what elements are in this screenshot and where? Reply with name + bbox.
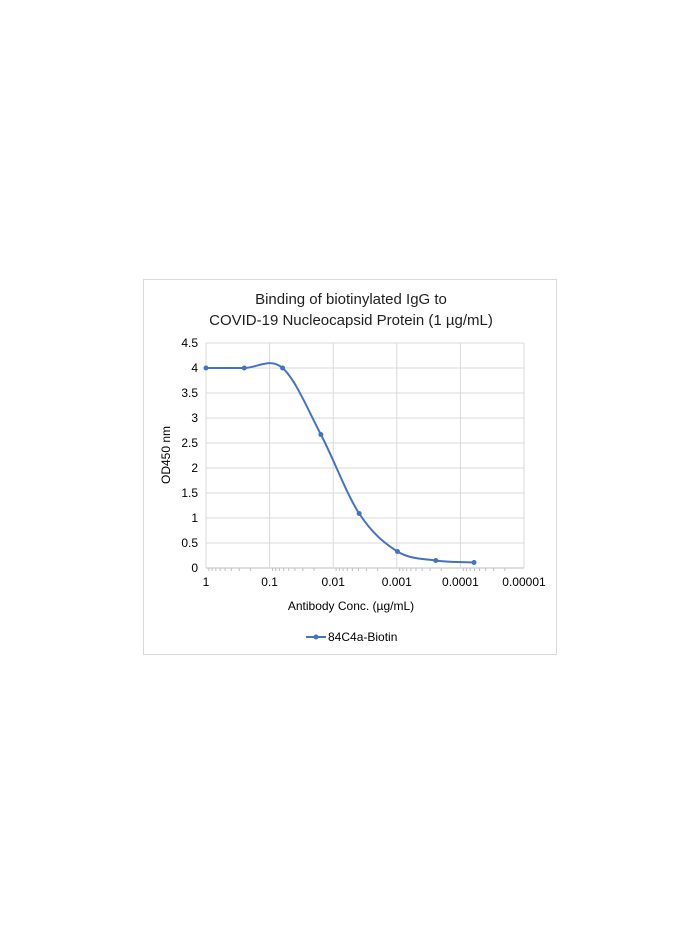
x-tick-label: 0.001 [382,575,412,589]
x-minor-ticks [208,568,506,571]
series-line [205,362,475,564]
y-tick-label: 3.5 [181,386,198,400]
data-point [203,365,209,371]
x-axis-title: Antibody Conc. (µg/mL) [288,599,414,613]
chart-title: Binding of biotinylated IgG to COVID-19 … [209,291,493,329]
chart-title-line-2: COVID-19 Nucleocapsid Protein (1 µg/mL) [209,312,493,329]
x-tick-label: 0.1 [261,575,278,589]
y-tick-label: 0 [191,561,198,575]
chart-svg: Binding of biotinylated IgG to COVID-19 … [159,291,546,644]
data-point [356,511,362,516]
x-tick-label: 0.00001 [502,575,546,589]
y-axis-title: OD450 nm [159,426,173,484]
y-tick-label: 1.5 [181,486,198,500]
y-tick-label: 1 [191,511,198,525]
series-group [203,362,477,565]
y-tick-label: 2.5 [181,436,198,450]
y-tick-label: 4 [191,361,198,375]
data-point [241,365,247,371]
legend-label: 84C4a-Biotin [328,630,397,644]
y-tick-labels: 0 0.5 1 1.5 2 2.5 3 3.5 4 4.5 [181,336,198,575]
y-tick-label: 3 [191,411,198,425]
data-point [318,432,324,437]
y-tick-label: 2 [191,461,198,475]
legend-point-marker [313,634,319,640]
data-point [280,365,286,371]
x-tick-label: 0.0001 [442,575,479,589]
x-tick-label: 0.01 [322,575,346,589]
legend: 84C4a-Biotin [306,630,397,644]
gridlines [205,342,525,569]
x-tick-label: 1 [203,575,210,589]
data-point [471,560,477,565]
y-tick-label: 0.5 [181,536,198,550]
chart-frame: Binding of biotinylated IgG to COVID-19 … [143,279,557,655]
data-point [394,549,400,554]
chart-title-line-1: Binding of biotinylated IgG to [255,291,447,308]
x-tick-labels: 1 0.1 0.01 0.001 0.0001 0.00001 [203,575,546,589]
data-point [433,558,439,563]
y-tick-label: 4.5 [181,336,198,350]
